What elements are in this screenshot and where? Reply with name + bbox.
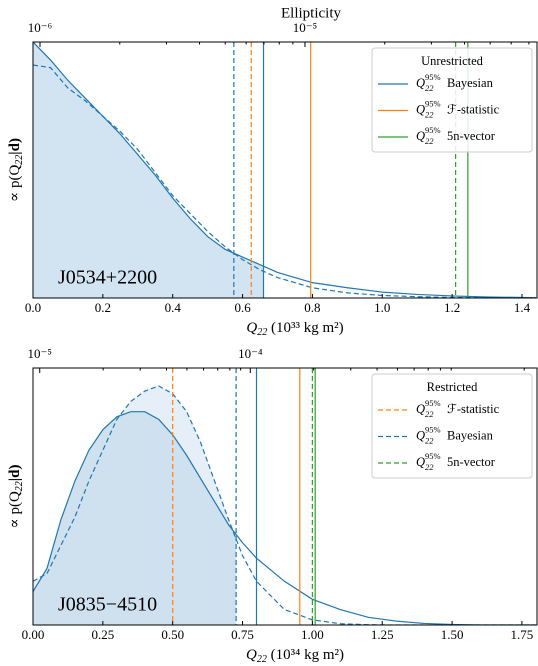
- legend-box: [371, 47, 533, 153]
- x-axis-label: Q22 (10³³ kg m²): [246, 320, 343, 338]
- legend-symbol: Q: [416, 402, 425, 416]
- legend-entry: Q95% 22 ℱ-statistic: [416, 98, 500, 119]
- x-label-unit: (10³⁴ kg m²): [267, 647, 344, 663]
- legend-sup: 95%: [425, 451, 441, 461]
- legend-name: Bayesian: [447, 76, 494, 90]
- x-label-symbol: Q: [246, 647, 257, 663]
- x-tick-label: 0.0: [25, 300, 41, 315]
- y-label-sub: 22: [14, 155, 25, 165]
- legend-title: Restricted: [427, 380, 478, 394]
- y-axis-label: ∝ p(Q22|d): [7, 138, 25, 202]
- y-label-sub: 22: [14, 481, 25, 491]
- x-label-sub: 22: [257, 654, 267, 665]
- legend-sup: 95%: [425, 98, 441, 108]
- legend-symbol: Q: [416, 76, 425, 90]
- x-tick-label: 1.00: [301, 627, 324, 642]
- credible-shading: [33, 411, 237, 625]
- legend-entry: Q95% 22 ℱ-statistic: [416, 398, 500, 419]
- x-tick-label: 1.75: [511, 627, 534, 642]
- legend-box: [371, 373, 533, 479]
- top-axis-label: Ellipticity: [281, 5, 341, 21]
- x-tick-label: 0.8: [304, 300, 320, 315]
- x-tick-label: 0.2: [95, 300, 111, 315]
- top-tick-label: 10⁻⁵: [28, 346, 52, 361]
- top-tick-label: 10⁻⁵: [293, 20, 317, 35]
- x-label-unit: (10³³ kg m²): [267, 320, 343, 336]
- plot-area: [33, 368, 536, 625]
- density-curve: [33, 64, 536, 298]
- x-tick-label: 0.75: [231, 627, 254, 642]
- density-curve: [33, 411, 536, 625]
- legend-title: Unrestricted: [421, 54, 484, 68]
- legend-entry: Q95% 22 5n-vector: [416, 125, 496, 146]
- axes-frame: [32, 367, 538, 626]
- x-tick-label: 0.4: [165, 300, 182, 315]
- y-label-part: |d): [7, 138, 23, 155]
- x-tick-label: 0.25: [91, 627, 114, 642]
- x-tick-label: 0.50: [161, 627, 184, 642]
- legend-name: ℱ-statistic: [447, 402, 500, 416]
- legend-symbol: Q: [416, 428, 425, 442]
- x-label-sub: 22: [257, 327, 267, 338]
- legend-entry: Q95% 22 5n-vector: [416, 451, 496, 472]
- legend-sup: 95%: [425, 125, 441, 135]
- panel: 0.00 0.25 0.50 0.75 1.00 1.25 1.50 1.75 10⁻⁵ 10⁻⁴…: [7, 346, 538, 665]
- legend-symbol: Q: [416, 102, 425, 116]
- legend-name: 5n-vector: [447, 455, 496, 469]
- x-tick-label: 1.0: [374, 300, 390, 315]
- x-tick-label: 1.50: [441, 627, 464, 642]
- legend-sub: 22: [425, 435, 434, 445]
- x-axis-label: Q22 (10³⁴ kg m²): [246, 647, 344, 665]
- top-tick-label: 10⁻⁶: [28, 20, 52, 35]
- legend-symbol: Q: [416, 455, 425, 469]
- y-axis-label: ∝ p(Q22|d): [7, 465, 25, 529]
- pulsar-name: J0835−4510: [58, 594, 157, 616]
- legend-sub: 22: [425, 409, 434, 419]
- x-tick-label: 1.2: [444, 300, 460, 315]
- legend-sup: 95%: [425, 398, 441, 408]
- y-label-part: ∝ p(Q: [7, 165, 23, 202]
- legend-sup: 95%: [425, 424, 441, 434]
- pulsar-name: J0534+2200: [58, 267, 157, 289]
- legend-name: 5n-vector: [447, 129, 496, 143]
- density-curve: [33, 42, 536, 298]
- legend-sub: 22: [425, 136, 434, 146]
- legend-symbol: Q: [416, 129, 425, 143]
- legend-sub: 22: [425, 462, 434, 472]
- legend-entry: Q95% 22 Bayesian: [416, 72, 494, 93]
- legend-name: ℱ-statistic: [447, 102, 500, 116]
- legend-entry: Q95% 22 Bayesian: [416, 424, 494, 445]
- x-tick-label: 0.6: [234, 300, 251, 315]
- legend-sub: 22: [425, 83, 434, 93]
- plot-area: [33, 42, 536, 298]
- panel: 0.0 0.2 0.4 0.6 0.8 1.0 1.2 1.4 10⁻⁶ 10⁻⁵Elliptic…: [7, 5, 538, 338]
- x-label-symbol: Q: [246, 320, 257, 336]
- y-label-part: |d): [7, 465, 23, 482]
- x-tick-label: 1.4: [514, 300, 531, 315]
- legend-sub: 22: [425, 109, 434, 119]
- y-label-part: ∝ p(Q: [7, 491, 23, 528]
- axes-frame: [32, 41, 538, 299]
- x-tick-label: 1.25: [371, 627, 394, 642]
- x-tick-label: 0.00: [22, 627, 45, 642]
- legend-sup: 95%: [425, 72, 441, 82]
- legend-name: Bayesian: [447, 428, 494, 442]
- top-tick-label: 10⁻⁴: [238, 346, 263, 361]
